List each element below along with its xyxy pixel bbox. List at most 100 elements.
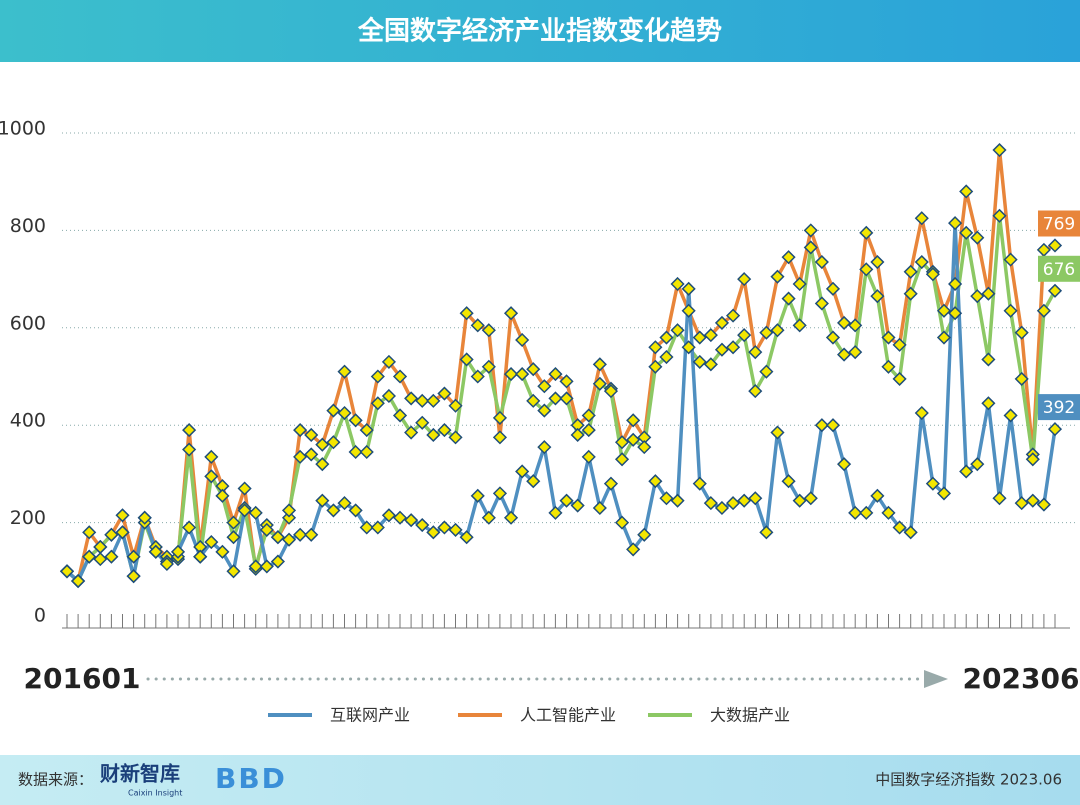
point-marker xyxy=(614,435,630,450)
x-end-label: 202306 xyxy=(963,662,1080,695)
point-marker xyxy=(803,240,818,255)
point-marker xyxy=(237,503,252,518)
point-marker xyxy=(670,323,685,338)
point-marker xyxy=(1036,242,1051,257)
point-marker xyxy=(293,449,308,464)
point-marker xyxy=(526,393,541,408)
point-marker xyxy=(537,403,552,418)
point-marker xyxy=(881,330,896,345)
point-marker xyxy=(692,476,707,491)
point-marker xyxy=(848,318,863,333)
point-marker xyxy=(681,281,696,296)
point-marker xyxy=(226,515,241,530)
point-marker xyxy=(237,481,252,496)
point-marker xyxy=(248,505,263,520)
point-marker xyxy=(326,403,341,418)
y-tick-label: 1000 xyxy=(0,118,46,140)
point-marker xyxy=(1003,252,1018,267)
point-marker xyxy=(281,503,297,518)
legend-label: 互联网产业 xyxy=(330,706,410,725)
point-marker xyxy=(837,347,852,362)
y-tick-label: 0 xyxy=(34,605,46,627)
point-marker xyxy=(737,272,752,287)
point-marker xyxy=(1014,496,1029,511)
point-marker xyxy=(115,525,130,540)
point-marker xyxy=(337,364,352,379)
point-marker xyxy=(948,216,963,231)
point-marker xyxy=(359,520,374,535)
point-marker xyxy=(581,408,596,423)
point-marker xyxy=(914,405,929,421)
point-marker xyxy=(82,549,97,564)
point-marker xyxy=(870,488,885,503)
point-marker xyxy=(881,359,896,374)
point-marker xyxy=(293,423,308,438)
point-marker xyxy=(714,315,730,330)
point-marker xyxy=(415,393,430,408)
point-marker xyxy=(404,391,419,406)
point-marker xyxy=(71,573,86,589)
point-marker xyxy=(304,527,319,542)
point-marker xyxy=(914,211,929,226)
point-marker xyxy=(226,530,241,545)
legend-label: 大数据产业 xyxy=(710,706,790,725)
point-marker xyxy=(803,223,818,238)
point-marker xyxy=(770,323,785,338)
end-value-label: 392 xyxy=(1043,398,1075,418)
point-marker xyxy=(626,432,641,447)
point-marker xyxy=(814,418,829,433)
point-marker xyxy=(626,413,641,428)
point-marker xyxy=(437,423,452,438)
point-marker xyxy=(515,464,530,479)
point-marker xyxy=(159,556,174,572)
point-marker xyxy=(914,254,929,270)
point-marker xyxy=(370,396,385,411)
point-marker xyxy=(370,520,385,535)
point-marker xyxy=(1036,497,1051,512)
point-marker xyxy=(148,544,163,559)
point-marker xyxy=(115,508,130,523)
point-marker xyxy=(315,457,330,472)
point-marker xyxy=(93,552,108,567)
point-marker xyxy=(726,340,741,355)
point-marker xyxy=(559,391,574,406)
point-marker xyxy=(470,369,485,384)
point-marker xyxy=(304,427,319,443)
point-marker xyxy=(703,328,718,343)
end-value-label: 676 xyxy=(1043,260,1075,280)
point-marker xyxy=(759,364,774,379)
point-marker xyxy=(603,476,619,491)
point-marker xyxy=(859,505,874,520)
point-marker xyxy=(259,522,274,537)
point-marker xyxy=(481,359,496,374)
point-marker xyxy=(1047,283,1063,298)
point-marker xyxy=(748,384,763,399)
point-marker xyxy=(614,452,630,467)
point-marker xyxy=(670,276,685,292)
point-marker xyxy=(637,527,652,542)
point-marker xyxy=(681,340,696,355)
point-marker xyxy=(770,425,785,440)
point-marker xyxy=(714,342,730,357)
point-marker xyxy=(204,449,219,464)
point-marker xyxy=(1014,371,1029,386)
point-marker xyxy=(637,440,652,455)
point-marker xyxy=(703,496,718,511)
point-marker xyxy=(1036,303,1051,318)
point-marker xyxy=(370,369,385,384)
point-marker xyxy=(215,544,230,559)
x-axis-ruler xyxy=(62,614,1070,629)
point-marker xyxy=(959,184,974,199)
point-marker xyxy=(392,408,408,423)
point-marker xyxy=(648,359,663,374)
chart-title: 全国数字经济产业指数变化趋势 xyxy=(357,16,722,47)
point-marker xyxy=(526,362,541,377)
point-marker xyxy=(992,491,1007,506)
point-marker xyxy=(936,330,952,345)
point-marker xyxy=(870,254,885,270)
point-marker xyxy=(592,376,607,391)
point-marker xyxy=(948,276,963,292)
point-marker xyxy=(426,525,441,540)
point-marker xyxy=(381,508,396,523)
point-marker xyxy=(659,491,674,506)
